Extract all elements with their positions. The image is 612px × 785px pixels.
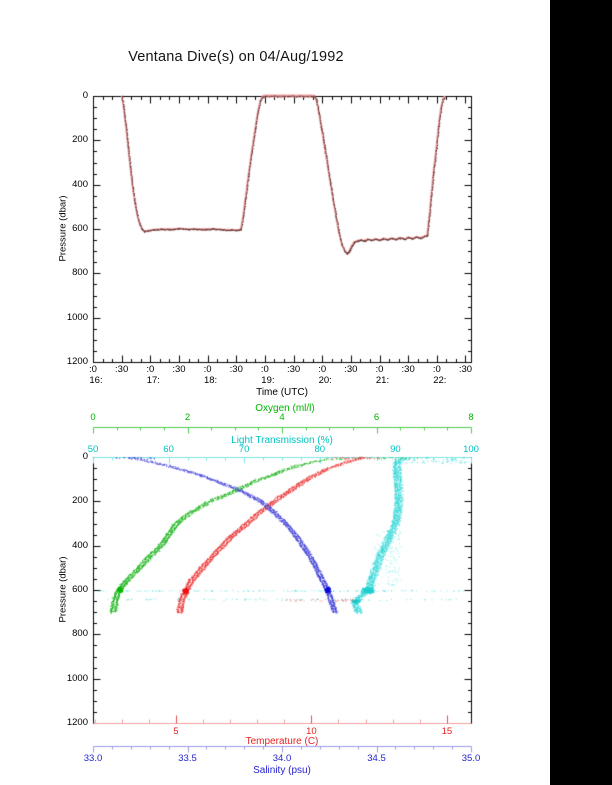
plot1-xaxis-title: Time (UTC) <box>256 387 308 398</box>
tick-label: :0 <box>146 364 155 375</box>
tick-label: :30 <box>286 364 301 375</box>
tick-label: 600 <box>72 223 88 234</box>
tick-label: :30 <box>229 364 243 375</box>
tick-label: 400 <box>72 178 88 190</box>
tick-label: 33.0 <box>83 753 103 764</box>
tick-label: 22: <box>433 374 447 386</box>
tick-label: 200 <box>72 495 88 507</box>
tick-label: 17: <box>146 374 160 386</box>
tick-label: :0 <box>318 364 327 375</box>
tick-label: 10 <box>306 726 317 737</box>
tick-label: :0 <box>203 364 212 375</box>
tick-label: 35.0 <box>461 753 481 764</box>
tick-label: 15 <box>441 726 453 737</box>
tick-label: 800 <box>72 628 88 640</box>
tick-label: 0 <box>82 451 88 462</box>
plot2-yaxis-title: Pressure (dbar) <box>57 556 69 623</box>
tick-label: 0 <box>90 412 96 423</box>
plot1-yaxis-title: Pressure (dbar) <box>57 195 69 262</box>
tick-label: 60 <box>163 444 174 455</box>
tick-label: 50 <box>87 444 99 455</box>
tick-label: :30 <box>172 364 186 375</box>
tick-label: 21: <box>375 374 390 386</box>
tick-label: 90 <box>390 444 401 455</box>
tick-label: :30 <box>115 364 129 375</box>
tick-label: :0 <box>89 364 97 375</box>
tick-label: :30 <box>401 364 415 375</box>
right-black-band <box>550 0 612 785</box>
tick-label: :0 <box>260 364 269 375</box>
tick-label: 400 <box>72 539 88 551</box>
tick-label: 1000 <box>66 311 88 323</box>
tick-label: 18: <box>203 374 218 386</box>
tick-label: 2 <box>184 412 191 423</box>
tick-label: :30 <box>344 364 358 375</box>
tick-label: 16: <box>89 374 103 386</box>
temperature-axis-title: Temperature (C) <box>245 736 319 747</box>
tick-label: 8 <box>468 412 474 423</box>
tick-label: :0 <box>432 364 441 375</box>
tick-label: 70 <box>238 444 250 455</box>
tick-label: 4 <box>279 412 285 423</box>
tick-label: :0 <box>375 364 384 375</box>
tick-label: 6 <box>373 412 380 423</box>
tick-label: 80 <box>314 444 326 455</box>
tick-label: 800 <box>72 267 88 279</box>
tick-label: 1200 <box>66 717 88 728</box>
tick-label: 200 <box>72 134 88 146</box>
tick-label: 1200 <box>66 356 88 367</box>
tick-label: 600 <box>72 584 88 595</box>
tick-label: 100 <box>463 444 479 455</box>
chart-title: Ventana Dive(s) on 04/Aug/1992 <box>128 49 344 65</box>
tick-label: 1000 <box>66 672 88 684</box>
tick-label: 33.5 <box>178 753 197 764</box>
tick-label: 0 <box>82 90 88 101</box>
light-transmission-axis-title: Light Transmission (%) <box>231 435 333 446</box>
tick-label: 19: <box>261 374 275 386</box>
salinity-axis-title: Salinity (psu) <box>253 765 311 776</box>
tick-label: 5 <box>173 726 179 737</box>
tick-label: 34.5 <box>367 753 386 764</box>
oxygen-axis-title: Oxygen (ml/l) <box>255 403 315 414</box>
tick-label: 20: <box>318 374 332 386</box>
tick-label: 34.0 <box>272 753 292 764</box>
tick-label: :30 <box>458 364 473 375</box>
